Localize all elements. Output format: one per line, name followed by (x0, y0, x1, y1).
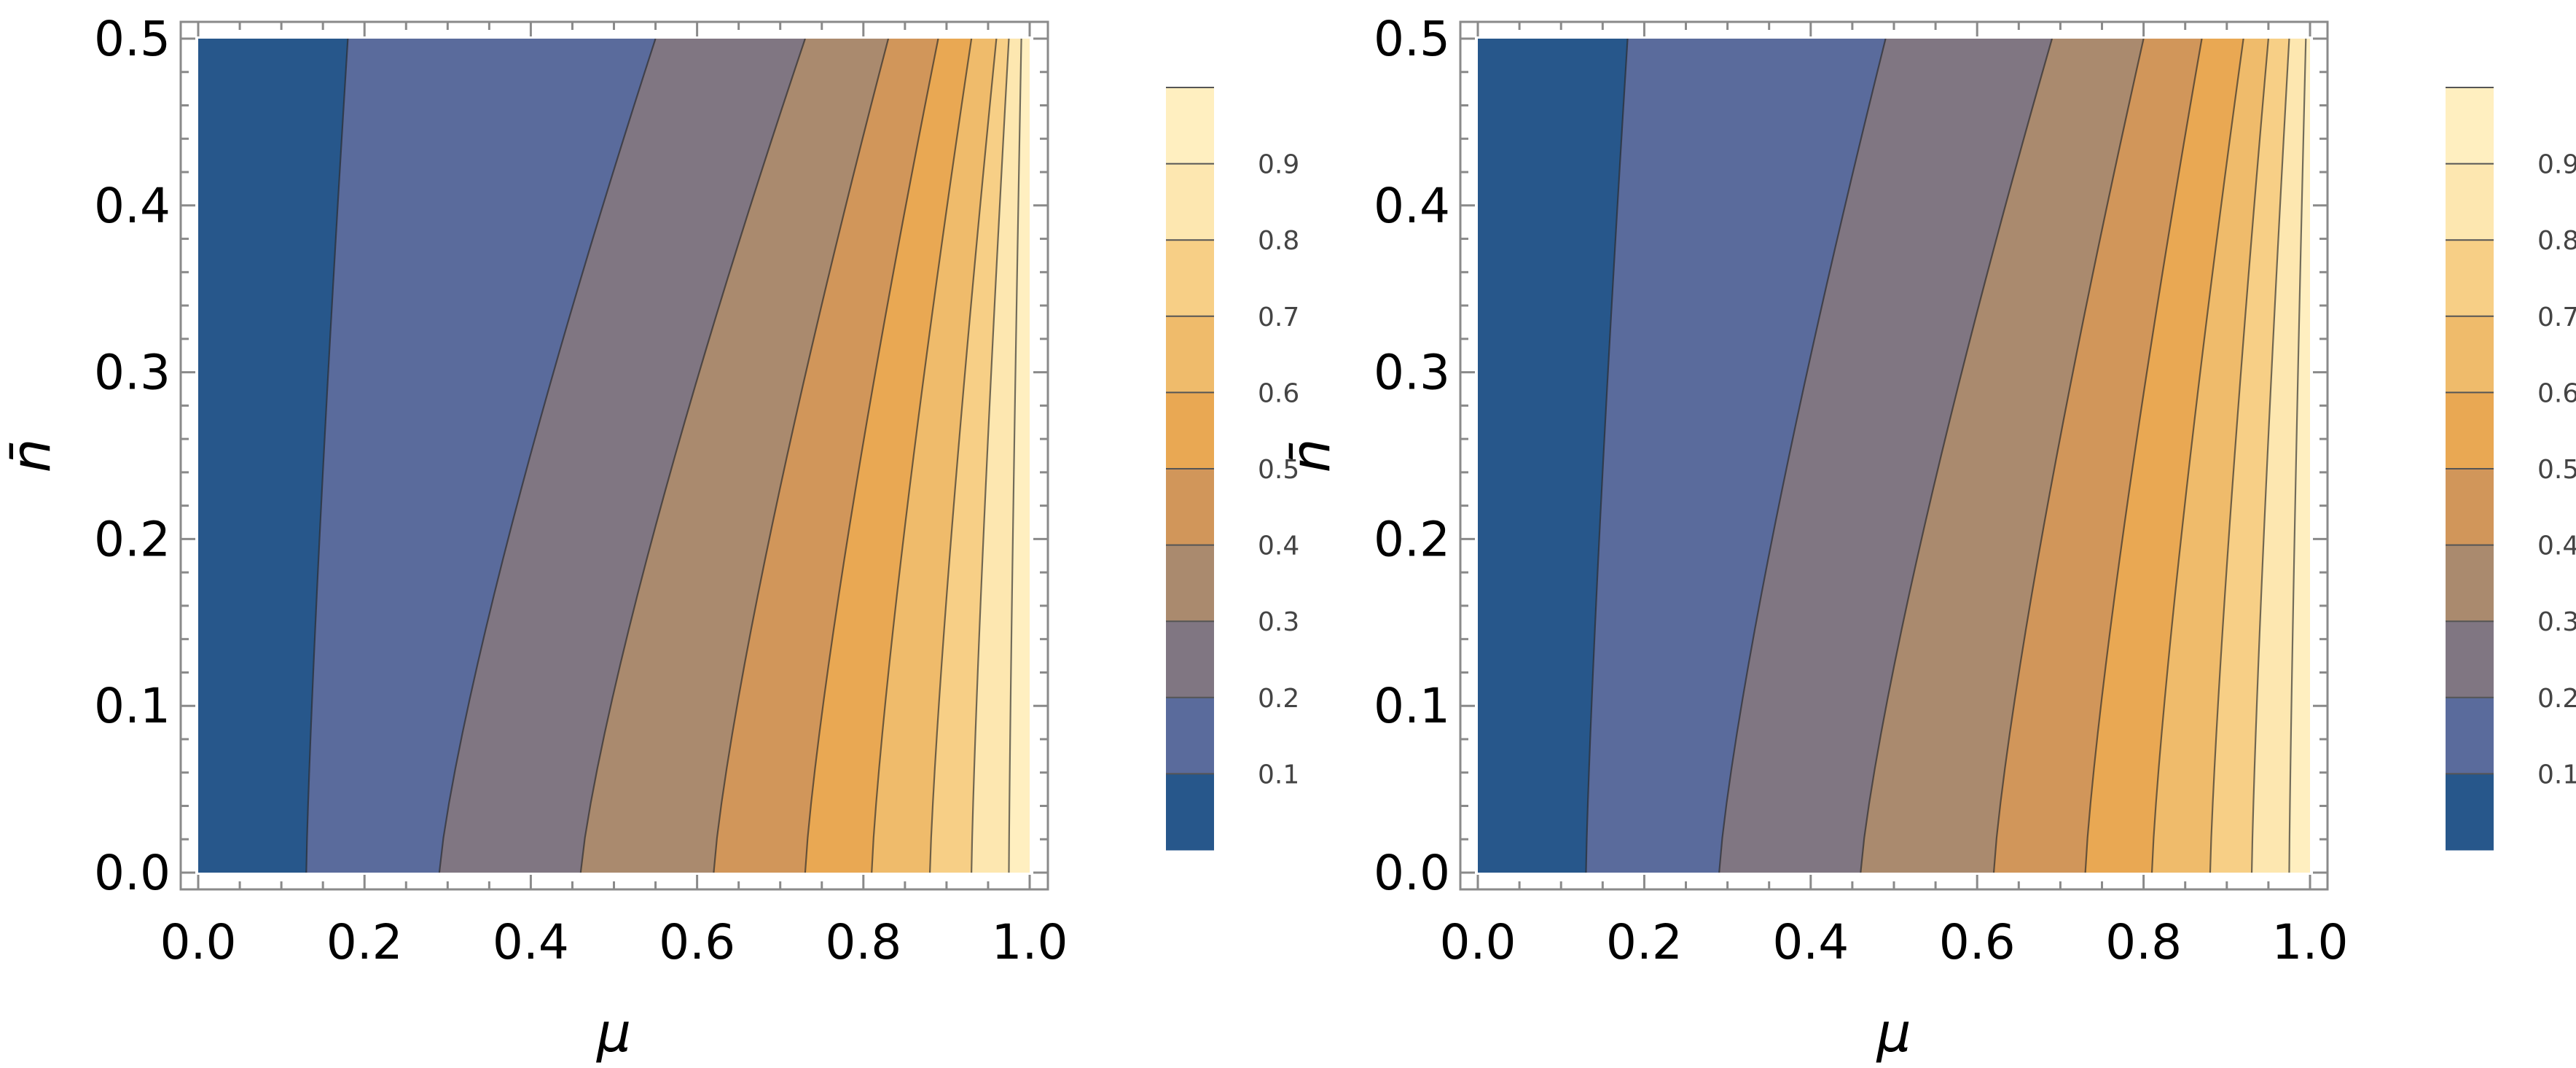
colorbar-label: 0.5 (2537, 455, 2576, 485)
colorbar-band (1166, 163, 1214, 241)
x-tick-label: 1.0 (992, 914, 1068, 970)
y-axis-title: n̄ (0, 439, 63, 473)
contour-fill-group (198, 39, 1030, 873)
y-tick-label: 0.3 (1374, 345, 1450, 401)
colorbar-label: 0.6 (2537, 378, 2576, 408)
y-axis-title: n̄ (1280, 439, 1342, 473)
colorbar-band (2446, 697, 2494, 774)
contour-line-0.4 (713, 39, 890, 873)
colorbar-label: 0.3 (1258, 607, 1299, 637)
contour-line-0.2 (1718, 39, 1887, 873)
contour-line-0.3 (579, 39, 806, 873)
contour-fill-group (1478, 39, 2310, 873)
colorbar-label: 0.2 (2537, 684, 2576, 714)
x-tick-label: 0.4 (1772, 914, 1849, 970)
colorbar-band (1166, 621, 1214, 698)
axis-ticks (1460, 22, 2328, 889)
colorbar-label: 0.1 (2537, 760, 2576, 790)
colorbar-label: 0.8 (2537, 226, 2576, 256)
colorbar-band (2446, 163, 2494, 241)
contour-plot-left: 0.0 0.2 0.4 0.6 0.8 1.0 0.0 0.1 0.2 0.3 0.4 0.5 μ n̄ (0, 11, 1068, 1064)
colorbar-band (1166, 469, 1214, 546)
colorbar-band (2446, 392, 2494, 469)
colorbar-band (2446, 773, 2494, 851)
contour-band-9 (2289, 39, 2310, 873)
colorbar-band (1166, 392, 1214, 469)
contour-plot-right: 0.0 0.2 0.4 0.6 0.8 1.0 0.0 0.1 0.2 0.3 0.4 0.5 μ n̄ (1280, 11, 2348, 1064)
contour-band-9 (1009, 39, 1030, 873)
axis-ticks (181, 22, 1048, 889)
y-tick-label: 0.1 (94, 678, 171, 734)
colorbar-label: 0.4 (2537, 531, 2576, 561)
colorbar-band (2446, 545, 2494, 622)
colorbar-band (1166, 773, 1214, 851)
colorbar-band (1166, 87, 1214, 165)
colorbar-band (2446, 316, 2494, 393)
colorbar-label: 0.7 (2537, 303, 2576, 332)
x-tick-label: 0.6 (1939, 914, 2016, 970)
x-tick-label: 0.2 (326, 914, 403, 970)
y-tick-label: 0.4 (94, 178, 171, 234)
contour-line-0.5 (2084, 39, 2203, 873)
y-tick-label: 0.2 (94, 511, 171, 567)
y-tick-label: 0.5 (1374, 11, 1450, 67)
contour-line-0.6 (871, 39, 973, 873)
colorbar-band (2446, 469, 2494, 546)
colorbar-label: 0.8 (1258, 226, 1299, 256)
x-tick-label: 0.2 (1606, 914, 1683, 970)
colorbar-right: 0.1 0.2 0.3 0.4 0.5 0.6 0.7 0.8 0.9 (2446, 87, 2576, 851)
y-tick-label: 0.2 (1374, 511, 1450, 567)
colorbar-left: 0.1 0.2 0.3 0.4 0.5 0.6 0.7 0.8 0.9 (1166, 87, 1299, 851)
colorbar-band (2446, 240, 2494, 317)
colorbar-label: 0.9 (2537, 150, 2576, 180)
contour-line-0.2 (438, 39, 657, 873)
y-tick-label: 0.4 (1374, 178, 1450, 234)
colorbar-label: 0.6 (1258, 378, 1299, 408)
contour-line-0.7 (2209, 39, 2269, 873)
y-tick-label: 0.0 (94, 845, 171, 901)
colorbar-band (1166, 697, 1214, 774)
colorbar-label: 0.7 (1258, 303, 1299, 332)
x-tick-label: 0.8 (825, 914, 901, 970)
x-tick-label: 1.0 (2272, 914, 2349, 970)
x-tick-label: 0.0 (1440, 914, 1516, 970)
y-tick-label: 0.1 (1374, 678, 1450, 734)
colorbar-label: 0.9 (1258, 150, 1299, 180)
x-tick-label: 0.0 (160, 914, 237, 970)
contour-line-0.1 (305, 39, 349, 873)
x-tick-label: 0.8 (2105, 914, 2182, 970)
colorbar-label: 0.1 (1258, 760, 1299, 790)
contour-line-0.6 (2150, 39, 2244, 873)
contour-line-0.9 (1008, 39, 1022, 873)
y-tick-label: 0.3 (94, 345, 171, 401)
x-axis-title: μ (596, 1002, 631, 1064)
y-tick-label: 0.0 (1374, 845, 1450, 901)
colorbar-band (2446, 87, 2494, 165)
contour-line-0.3 (1860, 39, 2054, 873)
colorbar-band (2446, 621, 2494, 698)
colorbar-label: 0.2 (1258, 684, 1299, 714)
x-tick-label: 0.4 (493, 914, 569, 970)
contour-line-0.5 (804, 39, 939, 873)
colorbar-band (1166, 240, 1214, 317)
contour-line-0.8 (2250, 39, 2290, 873)
y-tick-label: 0.5 (94, 11, 171, 67)
contour-line-0.9 (2288, 39, 2307, 873)
colorbar-band (1166, 316, 1214, 393)
x-tick-label: 0.6 (659, 914, 735, 970)
contour-line-0.7 (928, 39, 998, 873)
contour-line-0.1 (1585, 39, 1629, 873)
colorbar-band (1166, 545, 1214, 622)
colorbar-label: 0.4 (1258, 531, 1299, 561)
contour-line-0.4 (1992, 39, 2145, 873)
contour-line-0.8 (971, 39, 1010, 873)
x-axis-title: μ (1876, 1002, 1911, 1064)
colorbar-label: 0.5 (1258, 455, 1299, 485)
colorbar-label: 0.3 (2537, 607, 2576, 637)
